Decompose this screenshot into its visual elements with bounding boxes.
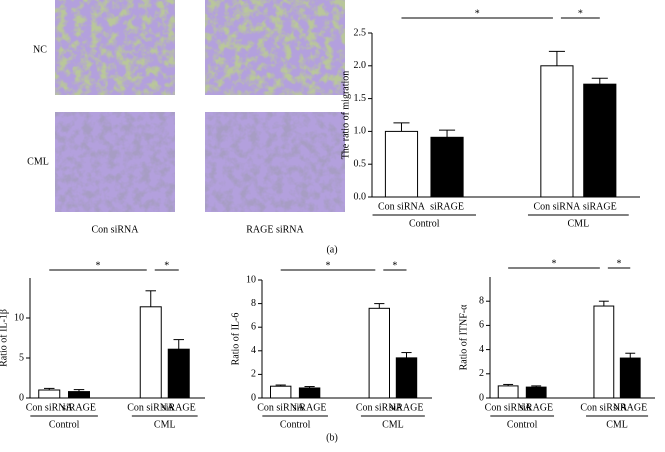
x-tick-label: Con siRNA xyxy=(257,402,305,413)
y-tick-label: 5 xyxy=(19,352,24,363)
significance-label: * xyxy=(164,260,169,271)
y-tick-label: 1.0 xyxy=(354,126,367,137)
group-label: Control xyxy=(409,218,440,229)
column-label: Con siRNA xyxy=(92,224,140,235)
y-tick-label: 10 xyxy=(14,312,24,323)
bar xyxy=(593,305,615,399)
bar xyxy=(298,387,321,399)
group-label: CML xyxy=(606,419,628,430)
bar xyxy=(139,306,162,399)
significance-label: * xyxy=(392,260,397,271)
group-label: Control xyxy=(507,419,538,430)
group-label: Control xyxy=(49,419,80,430)
panel-label: (a) xyxy=(326,244,337,255)
bar xyxy=(167,348,190,399)
micrograph-cells xyxy=(205,112,345,212)
x-tick-label: siRAGE xyxy=(430,201,464,212)
bar xyxy=(368,307,391,399)
x-tick-label: siRAGE xyxy=(390,402,424,413)
x-tick-label: Con siRNA xyxy=(580,402,628,413)
micrograph-cells xyxy=(205,0,345,95)
y-tick-label: 2 xyxy=(251,369,256,380)
x-tick-label: Con siRNA xyxy=(356,402,404,413)
group-label: Control xyxy=(280,419,311,430)
y-tick-label: 0.0 xyxy=(354,191,367,202)
y-tick-label: 8 xyxy=(479,295,484,306)
bar xyxy=(38,389,61,399)
bar xyxy=(583,83,617,198)
y-tick-label: 0 xyxy=(479,392,484,403)
x-tick-label: siRAGE xyxy=(293,402,327,413)
y-axis-label: Ratio of IL-1β xyxy=(0,309,9,367)
x-tick-label: siRAGE xyxy=(62,402,96,413)
x-tick-label: Con siRNA xyxy=(485,402,533,413)
y-tick-label: 10 xyxy=(246,274,256,285)
group-label: CML xyxy=(154,419,176,430)
bar xyxy=(270,385,292,399)
y-tick-label: 0 xyxy=(251,392,256,403)
significance-label: * xyxy=(475,8,480,19)
y-tick-label: 6 xyxy=(479,320,484,331)
bar xyxy=(395,357,418,399)
y-tick-label: 2.0 xyxy=(354,60,367,71)
y-tick-label: 0 xyxy=(19,392,24,403)
y-tick-label: 2 xyxy=(479,368,484,379)
group-label: CML xyxy=(568,218,590,229)
significance-label: * xyxy=(578,8,583,19)
x-tick-label: Con siRNA xyxy=(533,201,581,212)
y-tick-label: 2.5 xyxy=(354,27,367,38)
y-axis-label: Ratio of IL-6 xyxy=(230,313,241,366)
y-tick-label: 8 xyxy=(251,298,256,309)
x-tick-label: siRAGE xyxy=(162,402,196,413)
x-tick-label: Con siRNA xyxy=(26,402,74,413)
significance-label: * xyxy=(96,260,101,271)
bar xyxy=(540,65,574,198)
bar xyxy=(619,357,641,399)
y-tick-label: 6 xyxy=(251,321,256,332)
y-tick-label: 1.5 xyxy=(354,93,367,104)
column-label: RAGE siRNA xyxy=(246,224,304,235)
row-label: CML xyxy=(27,156,49,167)
group-label: CML xyxy=(382,419,404,430)
bar xyxy=(430,136,464,198)
bar xyxy=(497,385,519,399)
significance-label: * xyxy=(617,258,622,269)
bar xyxy=(68,391,90,399)
significance-label: * xyxy=(326,260,331,271)
micrograph-cells xyxy=(55,0,175,95)
micrographs xyxy=(55,0,345,212)
x-tick-label: Con siRNA xyxy=(127,402,175,413)
row-label: NC xyxy=(33,44,47,55)
y-tick-label: 0.5 xyxy=(354,158,367,169)
x-tick-label: siRAGE xyxy=(613,402,647,413)
x-tick-label: siRAGE xyxy=(583,201,617,212)
micrograph-cells xyxy=(55,112,175,212)
y-tick-label: 4 xyxy=(251,345,256,356)
x-tick-label: Con siRNA xyxy=(378,201,426,212)
y-tick-label: 4 xyxy=(479,344,484,355)
y-axis-label: The ratio of migration xyxy=(340,71,351,160)
panel-label: (b) xyxy=(326,432,338,443)
y-axis-label: Ratio of ITNF-α xyxy=(458,304,469,371)
bar xyxy=(525,386,547,399)
x-tick-label: siRAGE xyxy=(519,402,553,413)
significance-label: * xyxy=(552,258,557,269)
bar xyxy=(384,130,419,198)
